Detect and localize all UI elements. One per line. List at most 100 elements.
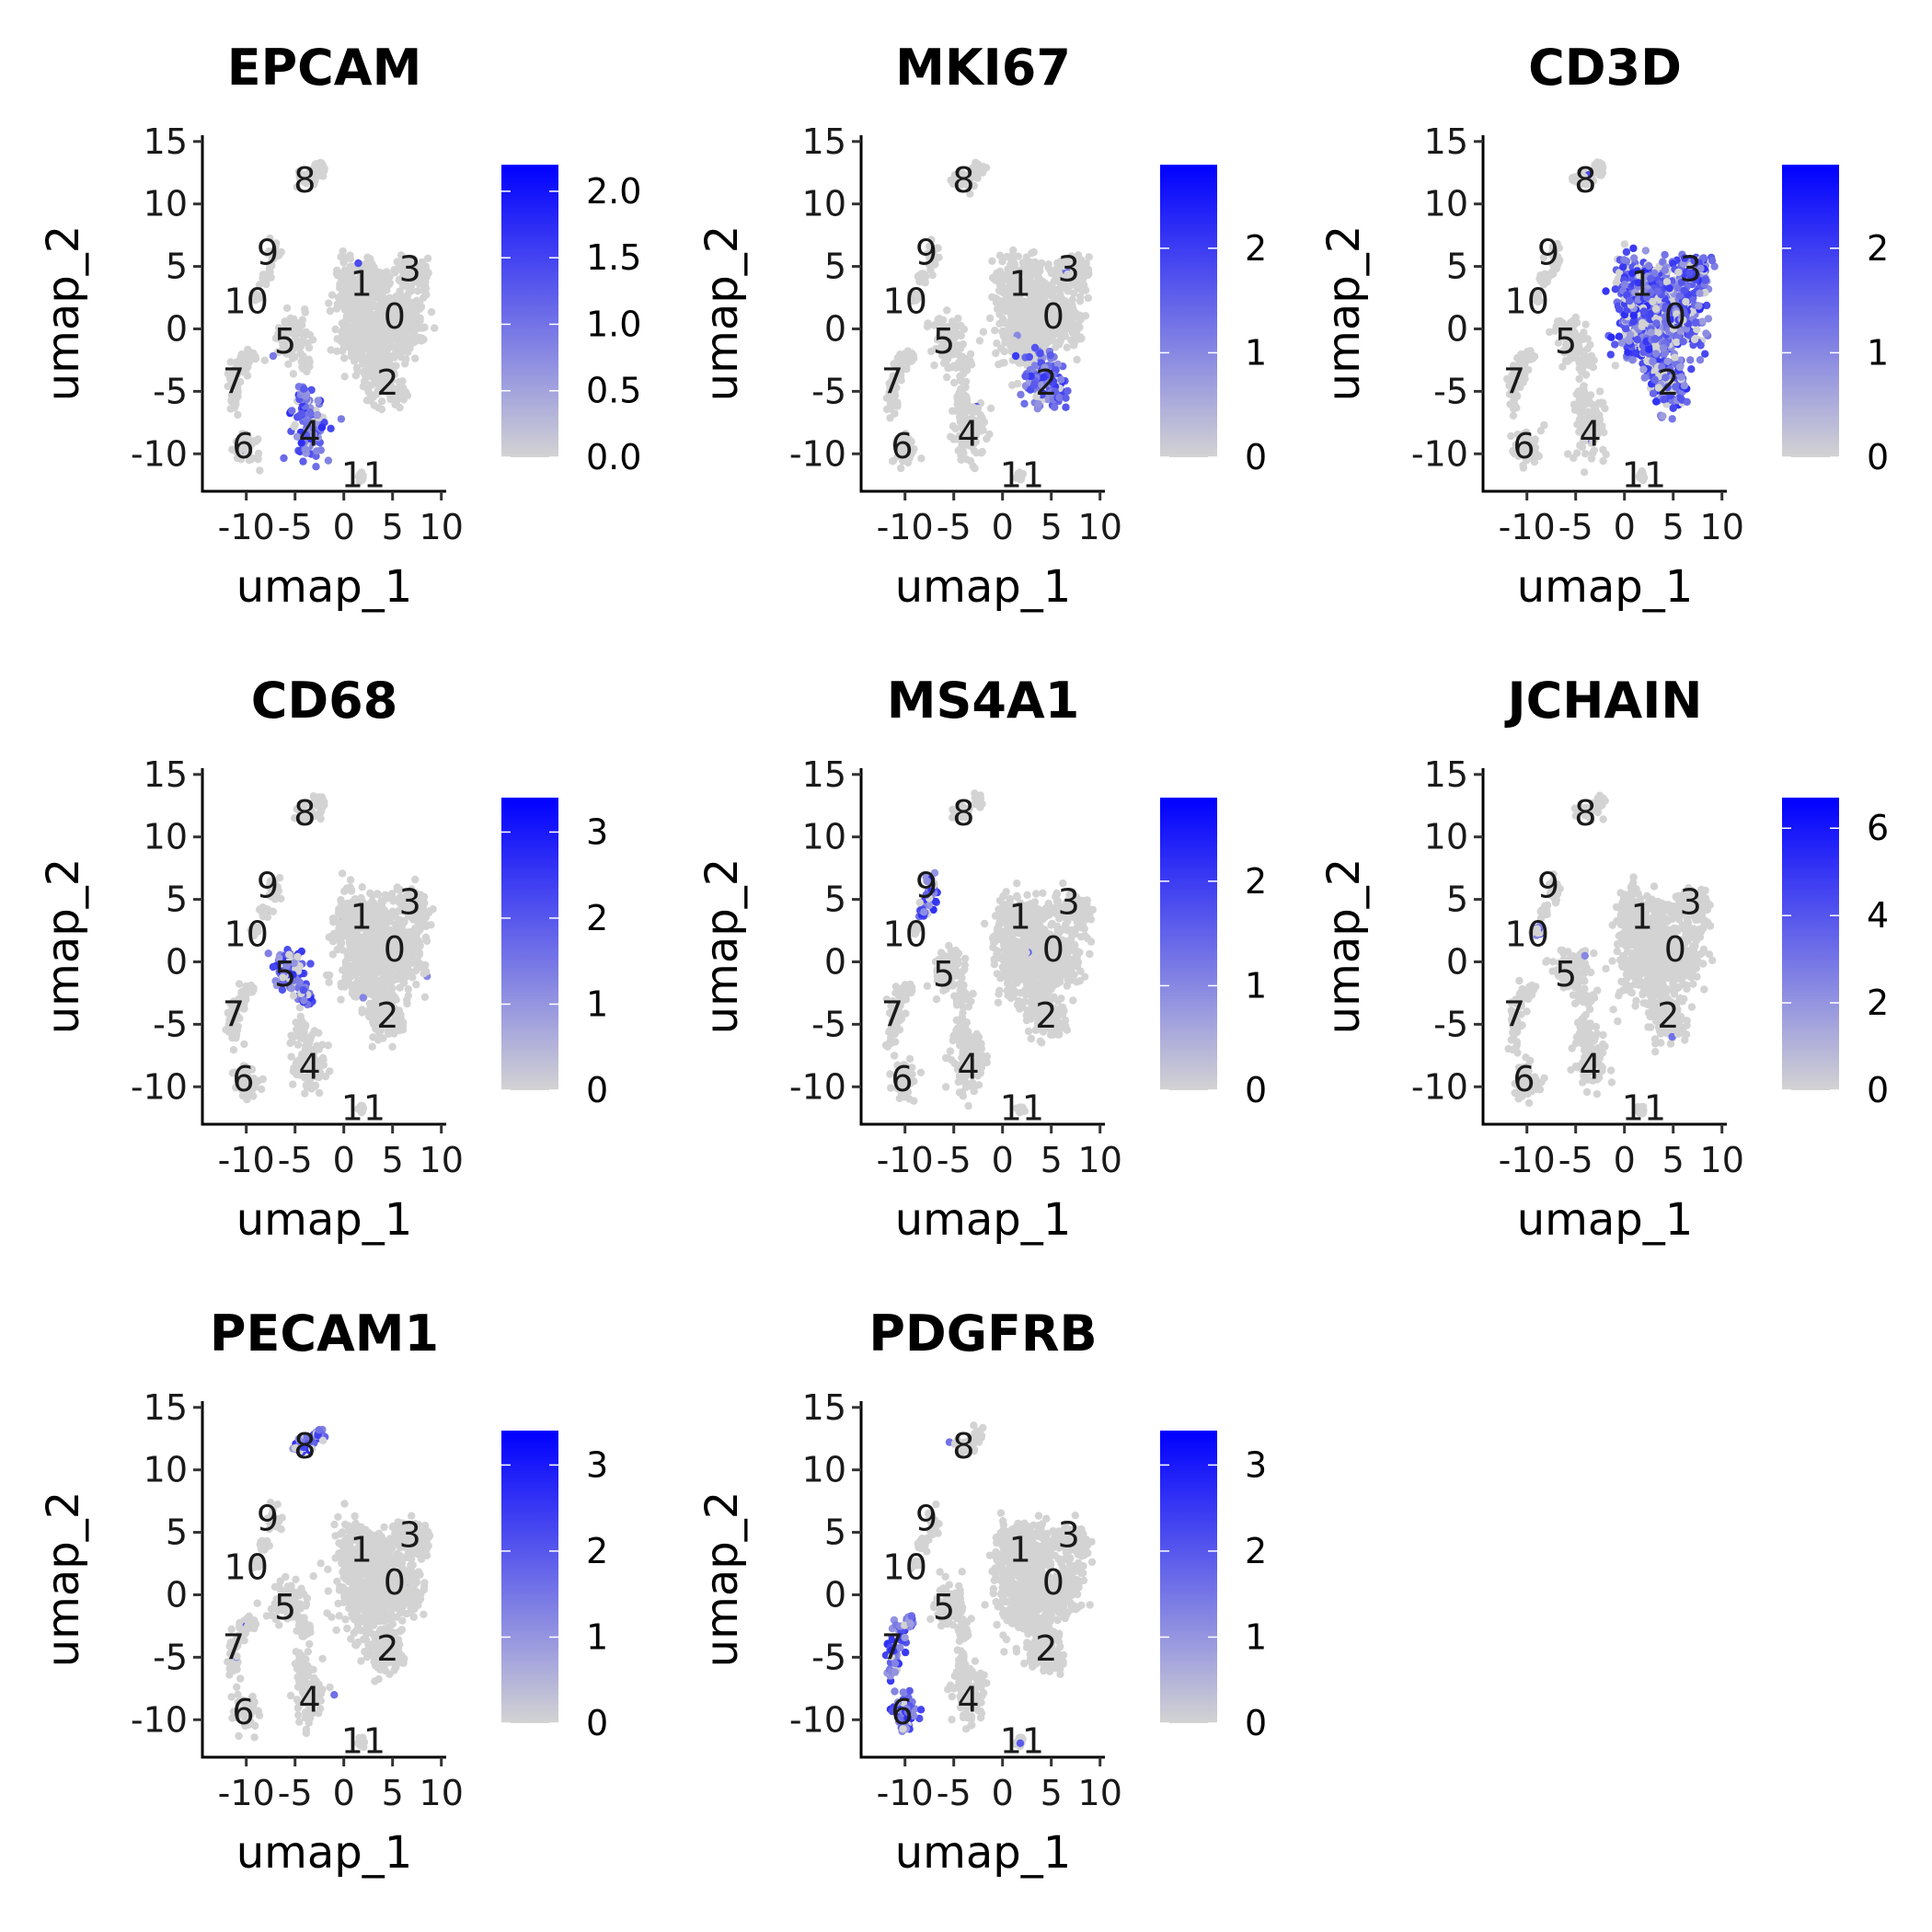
x-tick-label: 0 (333, 507, 355, 547)
cell-point (1611, 340, 1618, 348)
colorbar-tick-label: 0 (1867, 437, 1889, 477)
cell-point (1054, 339, 1062, 346)
cluster-label: 2 (1035, 362, 1057, 403)
colorbar-tick-label: 2.0 (586, 171, 641, 212)
cell-point (960, 355, 968, 362)
colorbar-tick-label: 1 (1245, 332, 1267, 373)
cell-point (1006, 330, 1013, 338)
cell-point (1623, 248, 1630, 256)
cell-point (1596, 387, 1604, 395)
cell-point (369, 321, 376, 328)
cell-point (1679, 338, 1686, 345)
cell-point (1073, 356, 1080, 363)
cell-point (1578, 392, 1585, 399)
colorbar-tick-label: 0.0 (586, 437, 641, 477)
cell-point (333, 267, 340, 274)
cell-point (1698, 317, 1706, 325)
cell-point (305, 344, 313, 351)
cluster-label: 0 (1664, 296, 1686, 337)
colorbar (1782, 165, 1839, 457)
cell-point (980, 328, 987, 336)
cluster-label: 7 (1503, 362, 1525, 402)
cell-point (995, 361, 1002, 368)
cell-point (1650, 390, 1657, 397)
cell-point (917, 454, 925, 462)
x-axis-title: umap_1 (895, 561, 1072, 613)
cell-point (1708, 257, 1716, 264)
cell-point (256, 466, 263, 474)
cell-point (979, 448, 986, 455)
cluster-label: 7 (881, 362, 903, 402)
cell-point (1649, 358, 1656, 365)
cell-point (959, 362, 966, 370)
cell-point (1630, 254, 1638, 261)
cell-point (1588, 454, 1595, 462)
cell-point (343, 313, 351, 320)
cell-point (1619, 263, 1627, 270)
cell-point (1634, 336, 1641, 343)
cluster-label: 3 (399, 248, 421, 289)
cell-point (1599, 164, 1606, 171)
cell-point (327, 425, 334, 432)
cell-point (1031, 344, 1039, 351)
cell-point (1673, 339, 1680, 346)
cell-point (1647, 328, 1654, 336)
cell-point (421, 274, 429, 282)
cell-point (1057, 376, 1064, 384)
cell-point (290, 370, 297, 377)
cell-point (1702, 277, 1709, 284)
cell-point (341, 288, 349, 295)
colorbar-tick-label: 1.5 (586, 237, 641, 278)
cell-point (422, 291, 430, 298)
cell-point (983, 435, 990, 443)
cell-point (1064, 387, 1071, 395)
colorbar-tick-label: 1.0 (586, 304, 641, 344)
cluster-label: 1 (351, 264, 373, 305)
cell-point (1001, 339, 1008, 346)
x-tick-label: 5 (382, 507, 404, 547)
cell-point (1602, 287, 1609, 294)
cell-point (374, 287, 382, 294)
cell-point (1660, 344, 1667, 351)
plot-title: MKI67 (895, 39, 1071, 97)
cell-point (325, 299, 332, 306)
cell-point (424, 255, 431, 262)
cell-point (1001, 319, 1008, 327)
cell-point (341, 373, 349, 380)
cell-point (402, 355, 409, 362)
x-tick-label: -10 (877, 507, 934, 547)
cell-point (327, 307, 334, 315)
cell-point (962, 378, 970, 385)
cluster-label: 1 (1009, 264, 1031, 305)
cell-point (340, 354, 348, 362)
cell-point (1012, 352, 1019, 360)
cell-point (996, 281, 1004, 288)
cell-point (413, 302, 420, 309)
cell-point (288, 407, 295, 414)
y-tick-label: -5 (153, 371, 188, 411)
cell-point (255, 450, 262, 457)
cell-point (1695, 302, 1702, 309)
cell-point (1639, 365, 1647, 373)
cluster-label: 10 (1505, 282, 1549, 322)
cell-point (431, 324, 438, 331)
cell-point (1062, 395, 1069, 402)
cluster-label: 5 (1555, 321, 1577, 362)
cell-point (319, 161, 327, 168)
cell-point (1585, 353, 1593, 361)
cell-point (346, 324, 353, 331)
colorbar-tick-label: 2 (1867, 228, 1889, 269)
cell-point (1630, 312, 1638, 319)
y-axis-title: umap_2 (38, 225, 89, 402)
cell-point (365, 373, 373, 380)
cluster-label: 6 (232, 426, 254, 466)
cell-point (992, 350, 999, 357)
cell-point (1652, 305, 1660, 313)
cell-point (353, 304, 361, 311)
cell-point (360, 994, 367, 1001)
cell-point (351, 357, 358, 364)
cell-point (353, 347, 361, 354)
cell-point (1069, 310, 1076, 317)
